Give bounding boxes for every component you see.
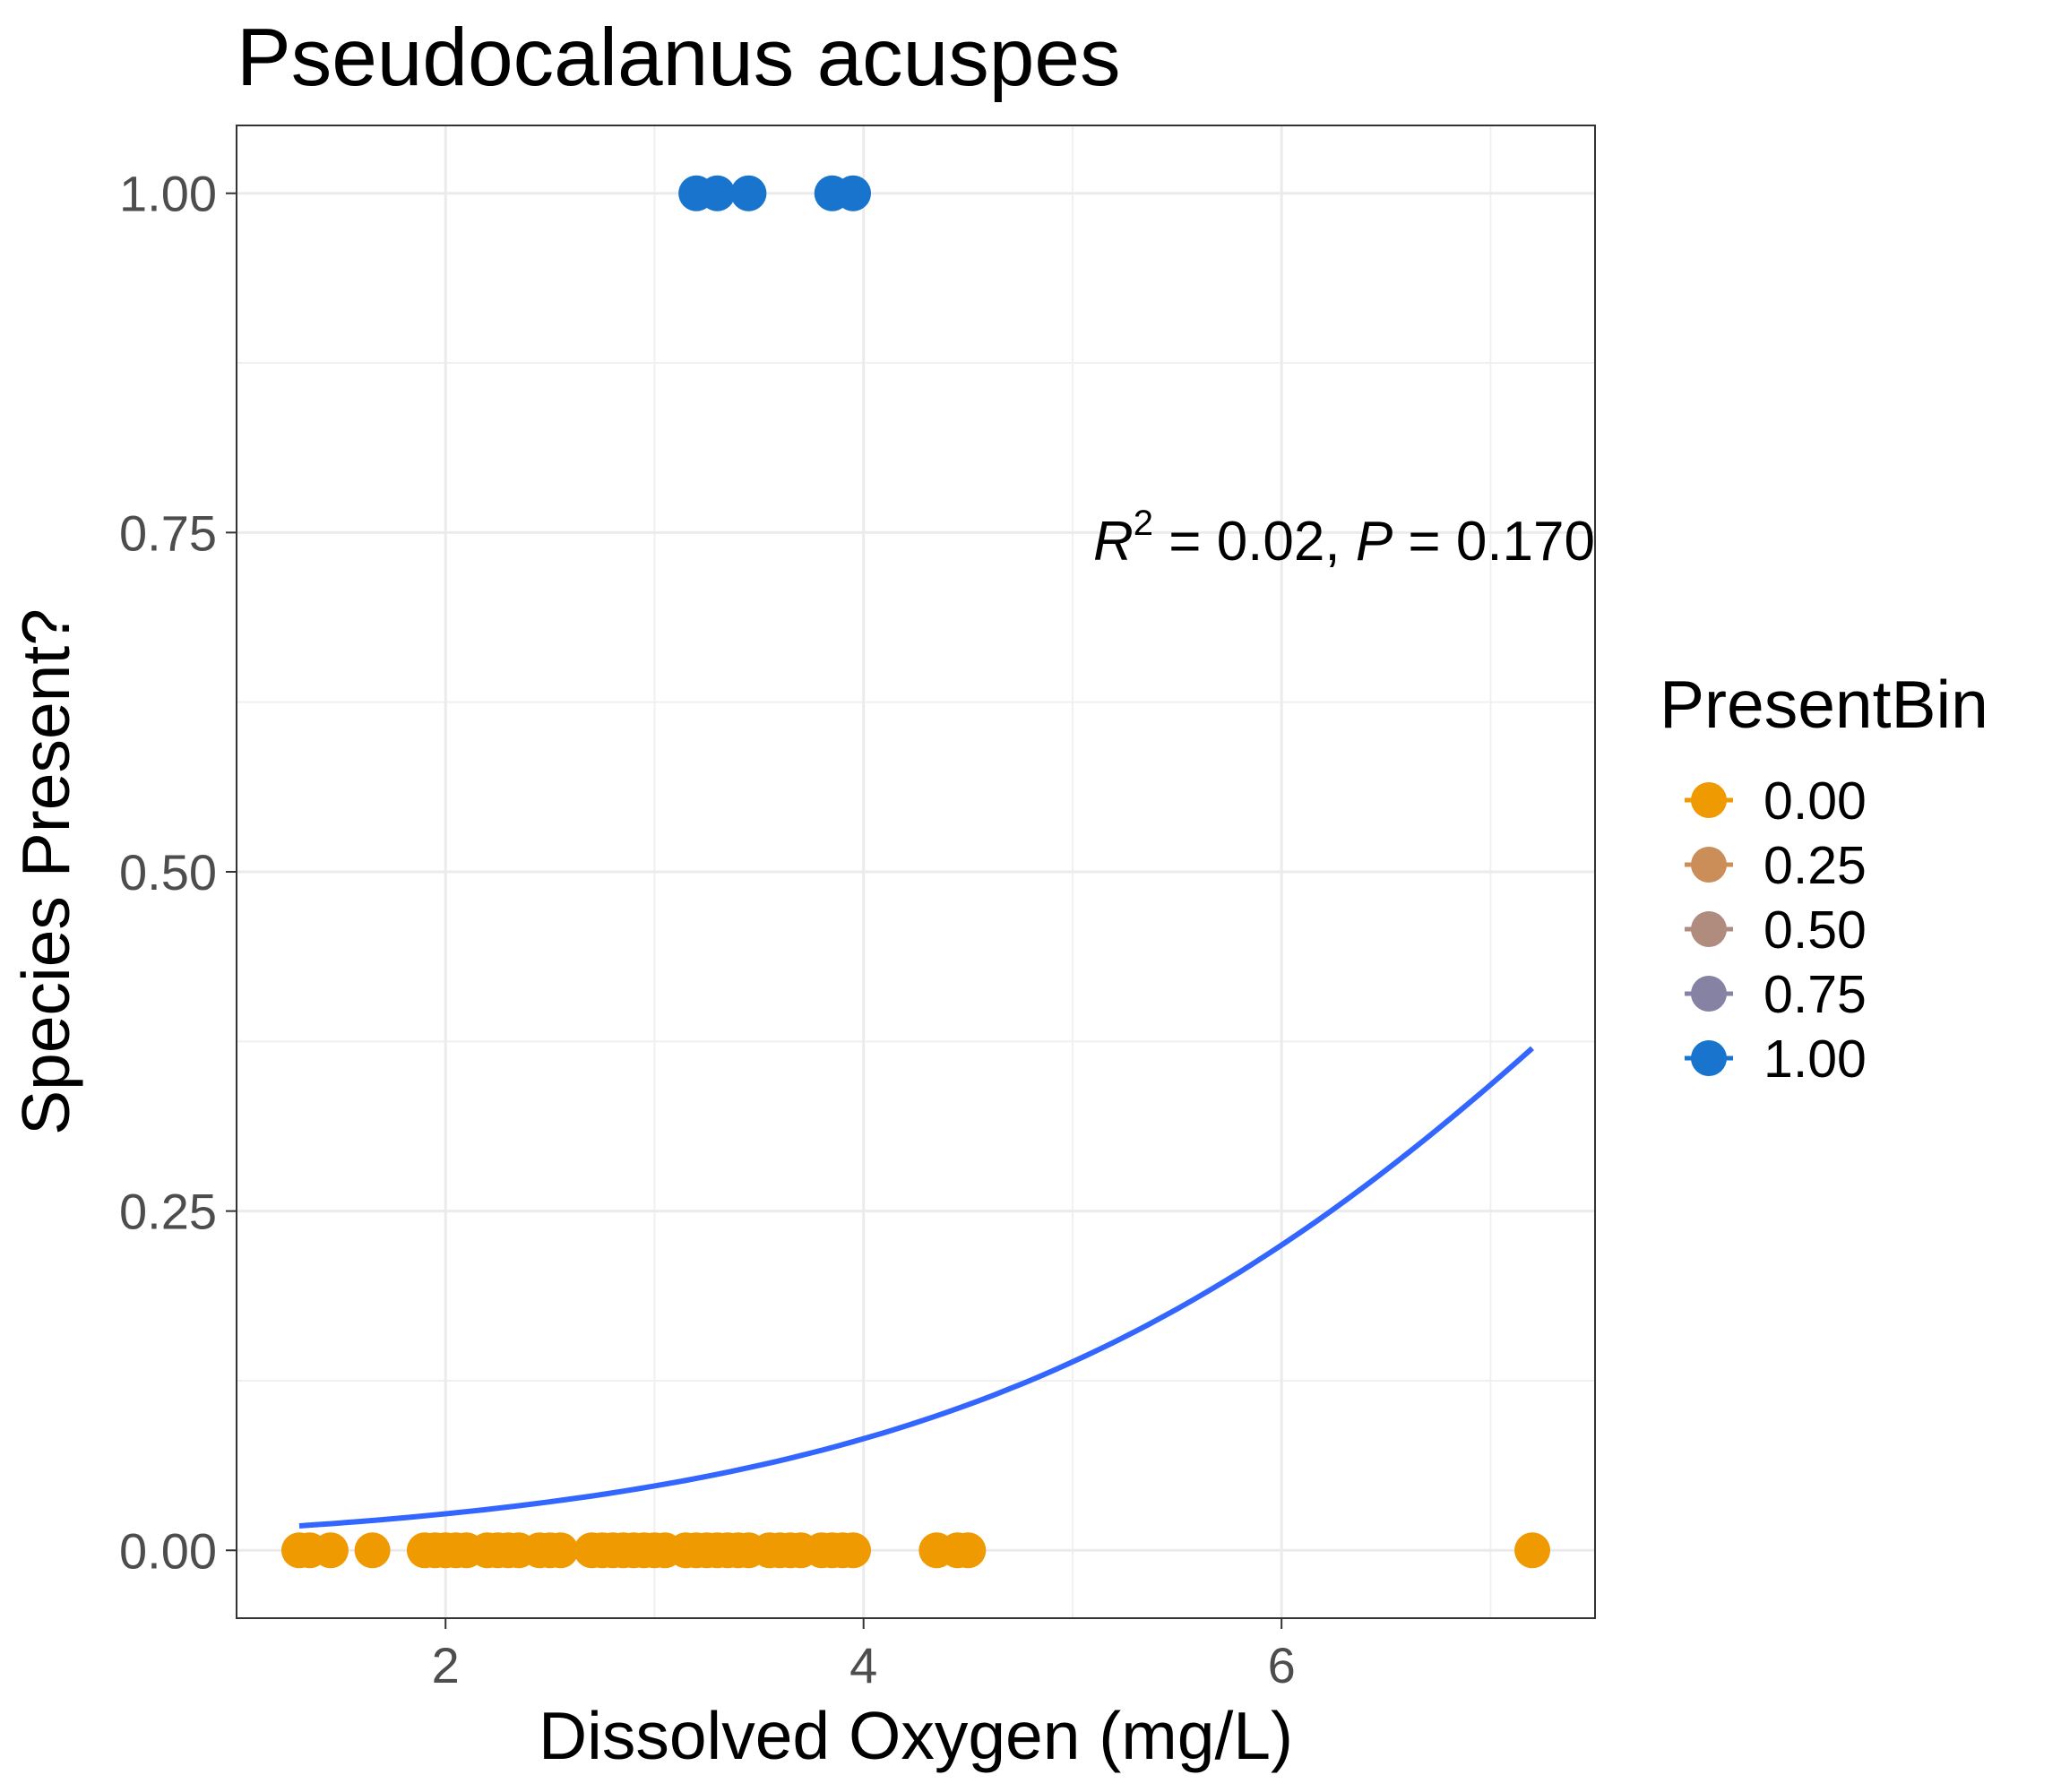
data-point	[699, 176, 735, 211]
y-tick-label: 1.00	[119, 166, 217, 222]
data-point	[835, 176, 871, 211]
legend-key-point	[1691, 911, 1727, 947]
fit-annotation: R2 = 0.02, P = 0.170	[1093, 504, 1595, 573]
legend-label: 1.00	[1763, 1030, 1867, 1089]
fit	[299, 1048, 1532, 1526]
y-tick-label: 0.75	[119, 504, 217, 561]
legend-key-point	[1691, 782, 1727, 818]
data-point	[1514, 1532, 1550, 1568]
legend-key-point	[1691, 847, 1727, 883]
data-point	[355, 1532, 391, 1568]
y-tick-label: 0.50	[119, 844, 217, 900]
legend-key: 0.25	[1685, 836, 1867, 895]
y-tick-labels: 0.00 0.25 0.50 0.75 1.00	[119, 166, 217, 1580]
y-axis-title: Species Present?	[8, 608, 83, 1135]
x-tick-labels: 2 4 6	[432, 1637, 1296, 1693]
x-tick-label: 4	[849, 1637, 877, 1693]
legend-key: 1.00	[1685, 1030, 1867, 1089]
legend-key: 0.75	[1685, 965, 1867, 1024]
r2-symbol: R	[1093, 511, 1134, 573]
x-axis-title: Dissolved Oxygen (mg/L)	[539, 1698, 1293, 1773]
legend-key: 0.00	[1685, 771, 1867, 831]
y-tick-label: 0.25	[119, 1184, 217, 1240]
legend-label: 0.00	[1763, 771, 1867, 831]
grid-major	[237, 125, 1595, 1618]
axis-ticks	[226, 194, 1281, 1629]
legend: PresentBin 0.000.250.500.75 1.00	[1660, 667, 1988, 1089]
data-point	[730, 176, 766, 211]
legend-key-point	[1691, 976, 1727, 1012]
data-point	[313, 1532, 349, 1568]
y-tick-label: 0.00	[119, 1522, 217, 1579]
data-point	[950, 1532, 986, 1568]
r2-superscript: 2	[1134, 504, 1153, 543]
x-tick-label: 6	[1268, 1637, 1296, 1693]
data-point	[835, 1532, 871, 1568]
r2-value: = 0.02,	[1153, 511, 1356, 573]
fit-curve	[299, 1048, 1532, 1526]
data-point	[543, 1532, 579, 1568]
legend-label: 0.25	[1763, 836, 1867, 895]
legend-label: 0.50	[1763, 900, 1867, 960]
x-tick-label: 2	[432, 1637, 460, 1693]
legend-keys: 0.000.250.500.75 1.00	[1685, 771, 1867, 1089]
legend-key-point	[1691, 1040, 1727, 1076]
p-value: = 0.170	[1393, 511, 1595, 573]
legend-label: 0.75	[1763, 965, 1867, 1024]
legend-title: PresentBin	[1660, 667, 1988, 742]
legend-key: 0.50	[1685, 900, 1867, 960]
chart-title: Pseudocalanus acuspes	[237, 13, 1121, 103]
p-symbol: P	[1356, 511, 1393, 573]
